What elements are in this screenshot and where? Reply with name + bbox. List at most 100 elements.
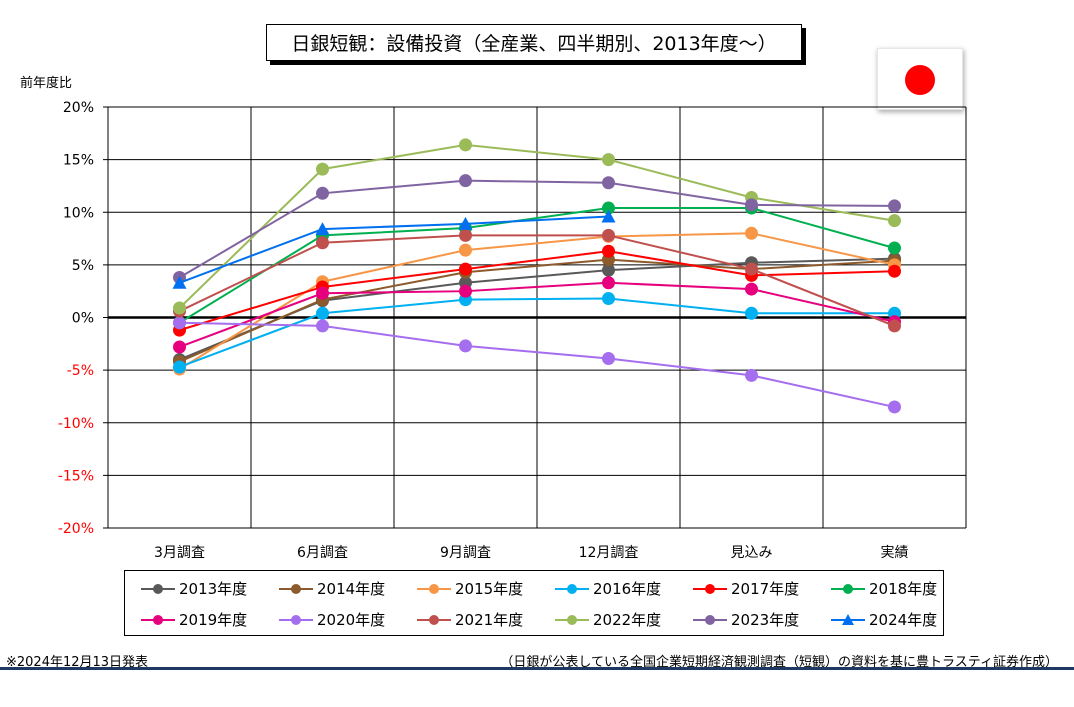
legend-item: 2023年度 xyxy=(693,609,799,630)
x-tick-label: 見込み xyxy=(731,545,773,561)
legend-marker xyxy=(831,583,865,594)
legend-marker xyxy=(141,583,175,594)
legend-label: 2018年度 xyxy=(869,580,938,598)
legend-marker xyxy=(279,614,313,625)
y-tick-label: 0% xyxy=(72,311,94,327)
legend-item: 2020年度 xyxy=(279,609,385,630)
data-point xyxy=(316,306,329,320)
legend-item: 2015年度 xyxy=(417,578,523,599)
legend-marker xyxy=(555,614,589,625)
data-point xyxy=(172,275,187,289)
data-point xyxy=(745,282,758,296)
legend-marker xyxy=(555,583,589,594)
data-point xyxy=(602,244,615,258)
y-tick-label: 20% xyxy=(63,100,94,116)
data-point xyxy=(316,319,329,333)
series-line xyxy=(179,258,895,363)
series-line xyxy=(179,250,895,332)
legend-marker xyxy=(831,613,865,625)
legend-marker xyxy=(417,583,451,594)
legend-item: 2024年度 xyxy=(831,609,937,630)
series-line xyxy=(178,207,895,324)
legend-marker xyxy=(141,614,175,625)
data-point xyxy=(888,199,901,213)
data-point xyxy=(888,319,901,333)
data-point xyxy=(459,243,472,257)
data-point xyxy=(745,198,758,212)
legend-marker xyxy=(417,614,451,625)
data-point xyxy=(745,262,758,276)
data-point xyxy=(315,222,330,236)
series-line xyxy=(179,297,895,368)
data-point xyxy=(602,352,615,366)
legend-item: 2016年度 xyxy=(555,578,661,599)
y-tick-label: -5% xyxy=(67,363,94,379)
data-point xyxy=(173,360,186,374)
series-line xyxy=(178,143,895,309)
data-point xyxy=(173,301,186,315)
legend-label: 2017年度 xyxy=(731,580,800,598)
legend-marker xyxy=(693,614,727,625)
data-point xyxy=(316,162,329,176)
data-point xyxy=(745,226,758,240)
data-point xyxy=(459,228,472,242)
data-point xyxy=(602,292,615,306)
legend-label: 2016年度 xyxy=(593,580,662,598)
data-point xyxy=(888,400,901,414)
legend-label: 2019年度 xyxy=(179,611,248,629)
y-tick-label: -20% xyxy=(58,521,94,537)
x-tick-label: 12月調査 xyxy=(579,545,639,561)
y-tick-label: -15% xyxy=(58,468,94,484)
legend-label: 2021年度 xyxy=(455,611,524,629)
y-tick-label: -10% xyxy=(58,416,94,432)
legend-item: 2013年度 xyxy=(141,578,247,599)
legend-label: 2020年度 xyxy=(317,611,386,629)
data-point xyxy=(602,228,615,242)
chart-legend: 2013年度 2014年度 2015年度 2016年度 2017年度 2018年度 2019… xyxy=(124,570,944,636)
data-point xyxy=(459,138,472,152)
chart-title: 日銀短観：設備投資（全産業、四半期別、2013年度～） xyxy=(266,24,802,61)
legend-item: 2019年度 xyxy=(141,609,247,630)
legend-label: 2015年度 xyxy=(455,580,524,598)
data-point xyxy=(745,368,758,382)
data-point xyxy=(602,263,615,277)
legend-item: 2017年度 xyxy=(693,578,799,599)
series-line xyxy=(178,232,895,370)
x-tick-label: 9月調査 xyxy=(440,545,491,561)
legend-label: 2014年度 xyxy=(317,580,386,598)
legend-label: 2024年度 xyxy=(869,611,938,629)
flag-red-circle xyxy=(905,65,935,95)
bottom-rule xyxy=(0,667,1074,670)
legend-marker xyxy=(693,583,727,594)
series-line xyxy=(179,234,895,327)
x-tick-label: 実績 xyxy=(881,545,909,561)
data-point xyxy=(316,286,329,300)
data-point xyxy=(459,174,472,188)
legend-marker xyxy=(279,583,313,594)
data-point xyxy=(459,284,472,298)
data-point xyxy=(745,306,758,320)
legend-label: 2023年度 xyxy=(731,611,800,629)
data-point xyxy=(173,316,186,330)
y-axis-label: 前年度比 xyxy=(20,76,73,91)
data-point xyxy=(888,214,901,228)
data-point xyxy=(601,209,616,223)
source-note: （日銀が公表している全国企業短期経済観測調査（短観）の資料を基に豊トラスティ証券… xyxy=(500,655,1058,670)
y-tick-label: 15% xyxy=(63,153,94,169)
data-point xyxy=(459,339,472,353)
japan-flag-icon xyxy=(877,48,963,110)
legend-item: 2018年度 xyxy=(831,578,937,599)
y-tick-label: 5% xyxy=(72,258,94,274)
release-date-note: ※2024年12月13日発表 xyxy=(6,655,149,670)
data-point xyxy=(316,236,329,250)
data-point xyxy=(888,241,901,255)
series-line xyxy=(179,281,895,348)
data-point xyxy=(602,176,615,190)
data-point xyxy=(316,186,329,200)
data-point xyxy=(602,276,615,290)
data-point xyxy=(459,262,472,276)
legend-label: 2013年度 xyxy=(179,580,248,598)
y-tick-label: 10% xyxy=(63,205,94,221)
series-line xyxy=(179,321,895,408)
